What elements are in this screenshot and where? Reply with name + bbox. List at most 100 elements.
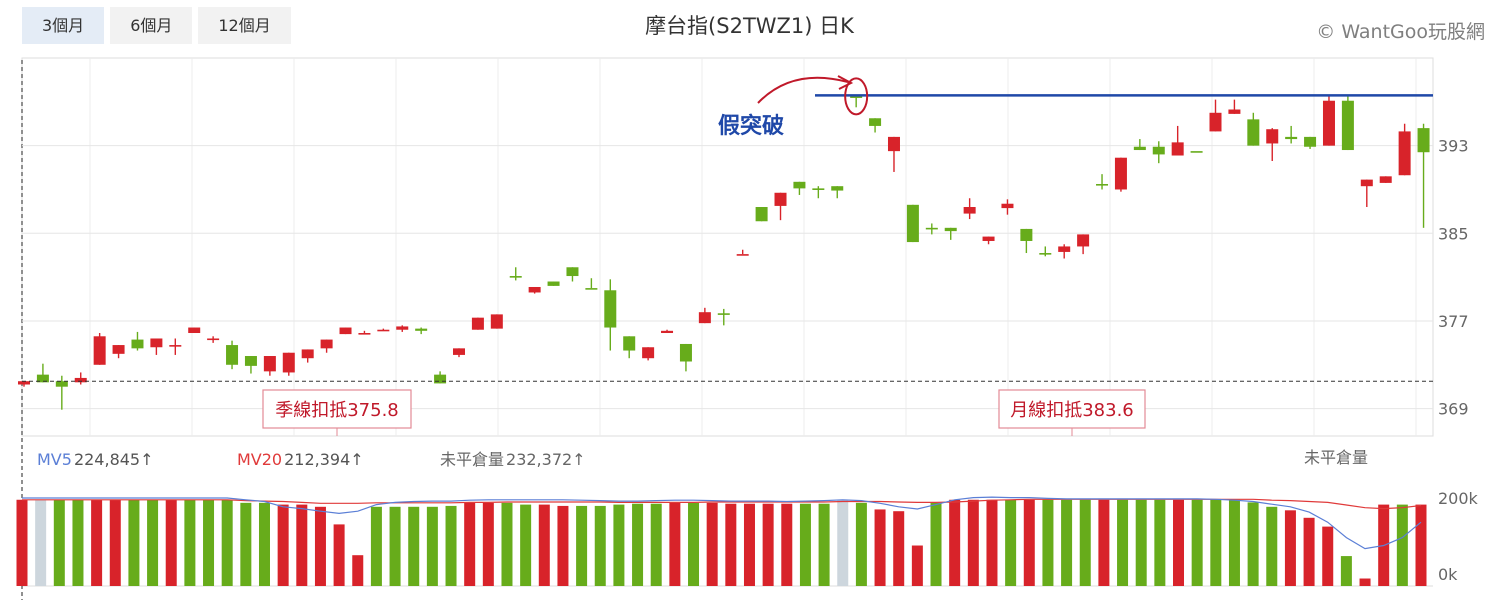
volume-tick-label: 0k xyxy=(1438,565,1458,584)
candle xyxy=(452,348,465,358)
fake-breakout-circle xyxy=(844,77,869,116)
volume-bar xyxy=(1098,499,1110,586)
candle xyxy=(18,381,30,387)
volume-bar xyxy=(16,499,28,586)
volume-bar xyxy=(650,503,662,586)
candle-body xyxy=(434,374,447,384)
candle-body xyxy=(831,186,844,191)
volume-panel: 200k 0k xyxy=(16,489,1479,586)
candle xyxy=(358,330,371,335)
candle-body xyxy=(188,327,201,334)
candle xyxy=(1247,112,1260,146)
candle xyxy=(1228,99,1241,114)
candle-body xyxy=(452,348,465,355)
candle-body xyxy=(1133,146,1146,151)
candle-body xyxy=(1417,128,1430,153)
volume-bar xyxy=(426,506,438,586)
candle-body xyxy=(528,286,541,293)
volume-bar xyxy=(53,499,65,586)
candle-body xyxy=(963,207,976,214)
volume-bar xyxy=(538,504,550,586)
candle-body xyxy=(244,356,257,366)
annotation-arrow xyxy=(757,76,849,104)
volume-bar xyxy=(277,504,289,586)
volume-bar xyxy=(370,506,382,586)
y-tick-label: 393 xyxy=(1438,137,1469,156)
candle xyxy=(1001,199,1014,215)
candle xyxy=(131,331,144,351)
candle xyxy=(1114,157,1127,192)
volume-bar xyxy=(464,502,476,586)
quarter-line-deduction-label: 季線扣抵375.8 xyxy=(275,400,399,421)
candle xyxy=(642,347,655,361)
candle xyxy=(887,136,900,172)
candle-body xyxy=(1398,131,1411,176)
annotation-arrowhead xyxy=(837,75,854,90)
candle xyxy=(736,249,749,256)
candle xyxy=(55,375,68,410)
candle xyxy=(36,363,49,383)
candle-body xyxy=(36,374,49,383)
candle xyxy=(1171,125,1184,156)
candle-body xyxy=(320,339,333,349)
quarter-line-deduction-label-box xyxy=(262,389,412,429)
candle-body xyxy=(1285,136,1298,140)
candle xyxy=(509,267,522,281)
candle xyxy=(528,286,541,294)
volume-bar xyxy=(1023,499,1035,586)
tab-3-months[interactable]: 3個月 xyxy=(22,7,105,44)
candle-body xyxy=(74,377,87,383)
candle xyxy=(1133,139,1146,151)
candle xyxy=(925,223,938,235)
candle-body xyxy=(1266,129,1279,144)
tab-6-months[interactable]: 6個月 xyxy=(110,7,193,44)
y-tick-label: 377 xyxy=(1438,312,1469,331)
candle xyxy=(661,329,674,334)
candle xyxy=(244,356,257,374)
volume-bar xyxy=(874,509,886,586)
candle xyxy=(585,278,598,290)
volume-bar xyxy=(203,499,215,586)
candle-body xyxy=(55,381,68,387)
candle-body xyxy=(698,312,711,324)
candle xyxy=(547,281,560,286)
candle-body xyxy=(301,349,314,359)
candle-body xyxy=(169,345,182,347)
volume-bar xyxy=(576,505,588,586)
candle-body xyxy=(150,338,163,348)
candle xyxy=(906,204,919,243)
volume-bar xyxy=(221,499,233,586)
candle-body xyxy=(1228,109,1241,114)
candle xyxy=(944,227,957,240)
candle-body xyxy=(547,281,560,286)
volume-bar xyxy=(613,504,625,586)
candle-body xyxy=(1190,151,1203,153)
candle xyxy=(1341,95,1354,151)
candle xyxy=(471,317,484,330)
candle-body xyxy=(642,347,655,359)
candle-body xyxy=(793,181,806,189)
volume-bar xyxy=(1284,510,1296,586)
volume-bar xyxy=(818,503,830,586)
candle-body xyxy=(131,339,144,349)
volume-bar xyxy=(855,502,867,586)
volume-bar xyxy=(594,505,606,586)
volume-bar xyxy=(893,511,905,586)
candle xyxy=(755,207,768,222)
candle xyxy=(1304,136,1317,149)
candle xyxy=(869,118,882,133)
candle-body xyxy=(18,381,30,385)
candle-body xyxy=(755,207,768,222)
candle-body xyxy=(566,267,579,277)
candle xyxy=(812,186,825,199)
tab-12-months[interactable]: 12個月 xyxy=(198,7,291,44)
candle xyxy=(963,198,976,220)
candle xyxy=(1417,123,1430,228)
candle-body xyxy=(263,356,276,372)
volume-bar xyxy=(557,505,569,586)
volume-bar xyxy=(930,502,942,586)
volume-bar xyxy=(725,503,737,586)
candle xyxy=(93,333,106,365)
volume-tick-label: 200k xyxy=(1438,489,1479,508)
